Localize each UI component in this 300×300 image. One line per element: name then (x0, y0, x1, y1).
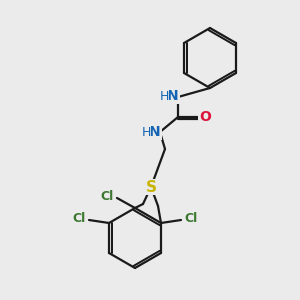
Text: Cl: Cl (100, 190, 114, 202)
Text: S: S (146, 179, 157, 194)
Text: Cl: Cl (72, 212, 86, 226)
Text: H: H (141, 125, 151, 139)
Text: N: N (167, 89, 179, 103)
Text: N: N (149, 125, 161, 139)
Text: Cl: Cl (184, 212, 198, 226)
Text: O: O (199, 110, 211, 124)
Text: H: H (159, 89, 169, 103)
